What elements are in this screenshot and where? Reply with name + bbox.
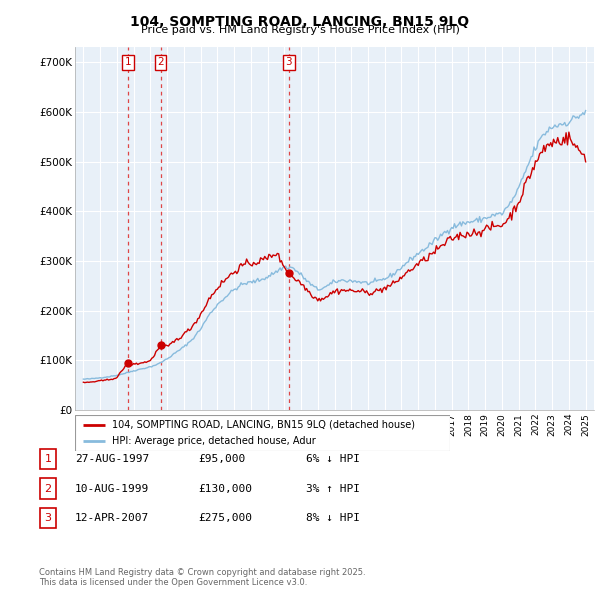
FancyBboxPatch shape bbox=[40, 449, 56, 469]
Text: Contains HM Land Registry data © Crown copyright and database right 2025.
This d: Contains HM Land Registry data © Crown c… bbox=[39, 568, 365, 587]
Text: 3: 3 bbox=[286, 57, 292, 67]
Text: 3% ↑ HPI: 3% ↑ HPI bbox=[306, 484, 360, 493]
Text: 12-APR-2007: 12-APR-2007 bbox=[75, 513, 149, 523]
Text: HPI: Average price, detached house, Adur: HPI: Average price, detached house, Adur bbox=[113, 437, 316, 447]
Text: £95,000: £95,000 bbox=[198, 454, 245, 464]
Text: 1: 1 bbox=[44, 454, 52, 464]
Text: Price paid vs. HM Land Registry's House Price Index (HPI): Price paid vs. HM Land Registry's House … bbox=[140, 25, 460, 35]
Text: £130,000: £130,000 bbox=[198, 484, 252, 493]
Text: 104, SOMPTING ROAD, LANCING, BN15 9LQ: 104, SOMPTING ROAD, LANCING, BN15 9LQ bbox=[130, 15, 470, 29]
FancyBboxPatch shape bbox=[40, 478, 56, 499]
Text: 3: 3 bbox=[44, 513, 52, 523]
Text: 10-AUG-1999: 10-AUG-1999 bbox=[75, 484, 149, 493]
Text: 1: 1 bbox=[124, 57, 131, 67]
Text: 6% ↓ HPI: 6% ↓ HPI bbox=[306, 454, 360, 464]
Text: 8% ↓ HPI: 8% ↓ HPI bbox=[306, 513, 360, 523]
Text: 2: 2 bbox=[44, 484, 52, 493]
Text: 104, SOMPTING ROAD, LANCING, BN15 9LQ (detached house): 104, SOMPTING ROAD, LANCING, BN15 9LQ (d… bbox=[113, 419, 415, 430]
Text: 2: 2 bbox=[157, 57, 164, 67]
Text: £275,000: £275,000 bbox=[198, 513, 252, 523]
FancyBboxPatch shape bbox=[40, 508, 56, 528]
Text: 27-AUG-1997: 27-AUG-1997 bbox=[75, 454, 149, 464]
